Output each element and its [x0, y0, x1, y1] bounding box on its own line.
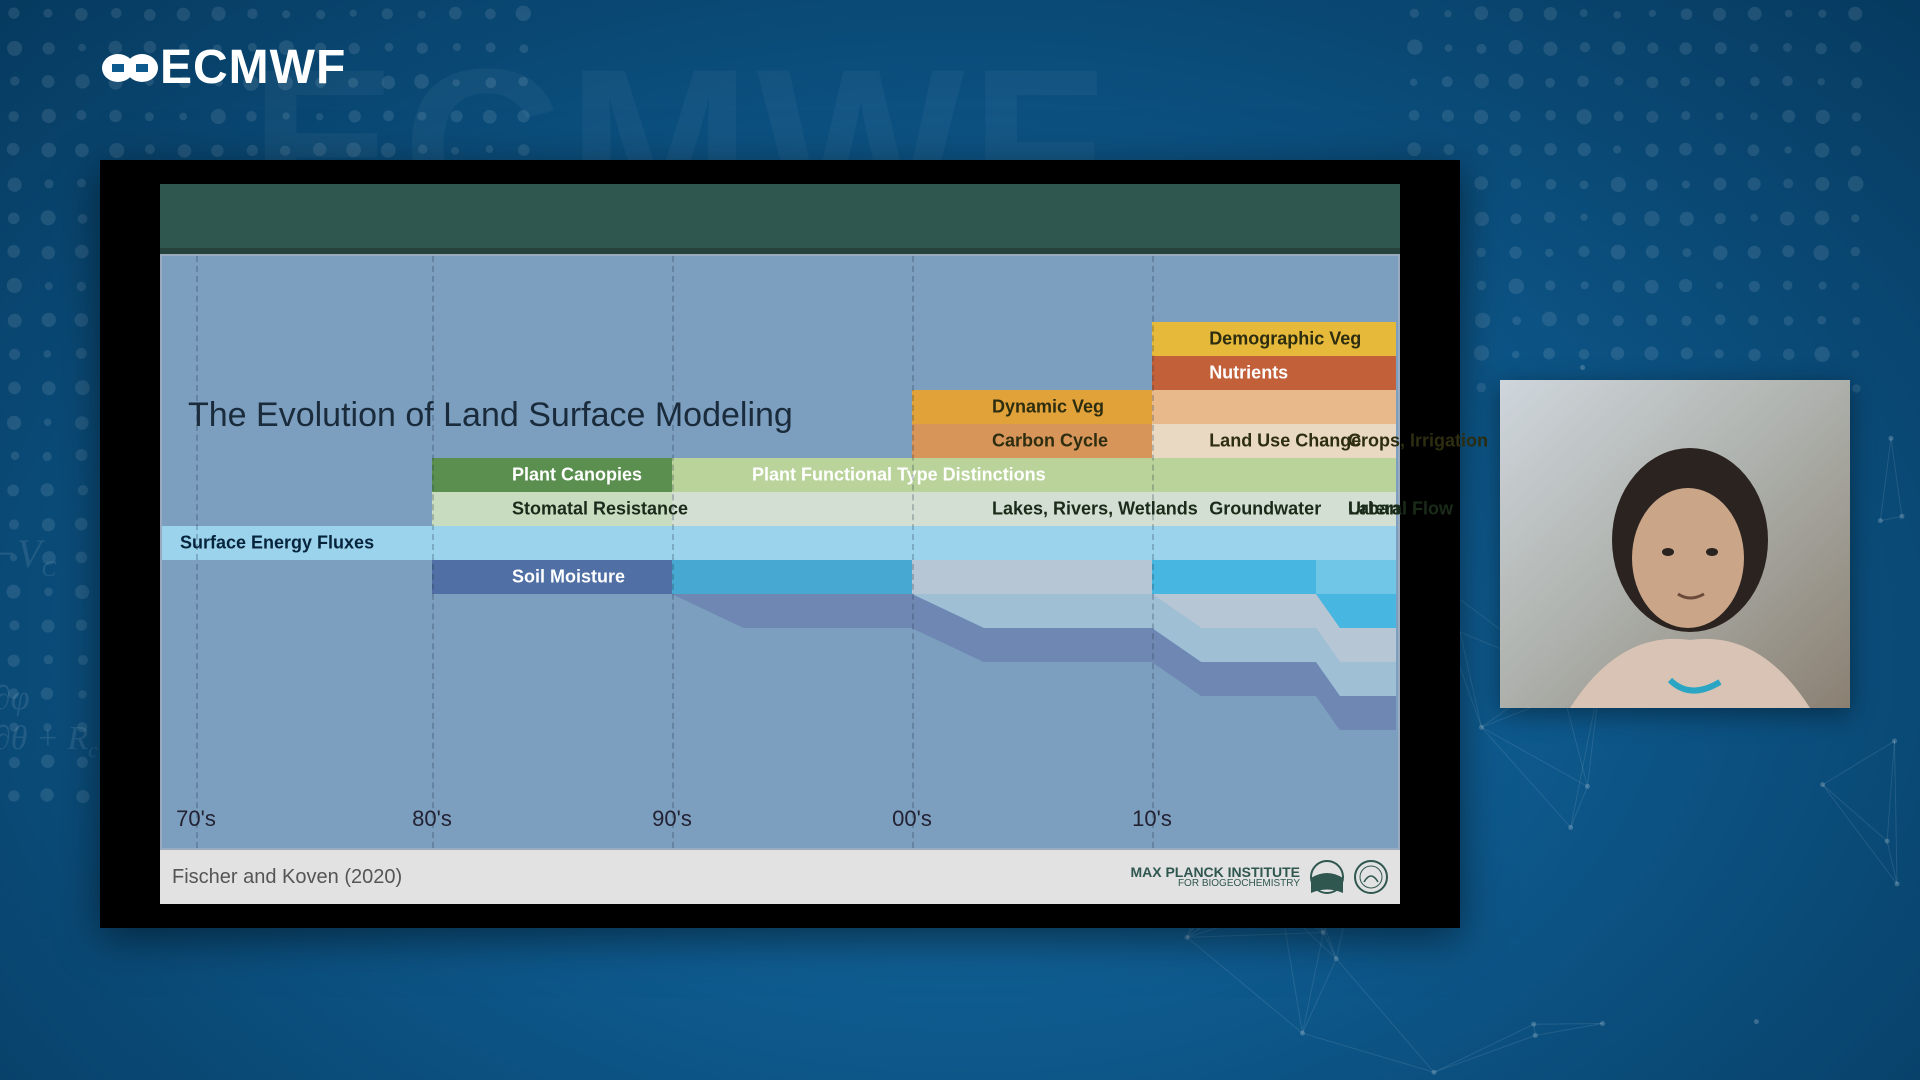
decade-label: 10's [1132, 806, 1172, 832]
slide-header-bar [160, 184, 1400, 254]
band-demo_veg [1152, 322, 1396, 356]
decade-divider [912, 256, 914, 848]
minerva-seal-icon [1354, 860, 1388, 894]
band-sef [162, 526, 1396, 560]
page-background: ECMWF −VC ∂φ ∂θ + Rc ECMWF The Evolution… [0, 0, 1920, 1080]
institute-line2: FOR BIOGEOCHEMISTRY [1130, 879, 1300, 889]
decade-label: 70's [176, 806, 216, 832]
band-b_low3 [1316, 560, 1396, 594]
decade-label: 80's [412, 806, 452, 832]
ecmwf-logo-text: ECMWF [160, 40, 346, 95]
institute-line1: MAX PLANCK INSTITUTE [1130, 865, 1300, 879]
decade-divider [1152, 256, 1154, 848]
speaker-video [1500, 380, 1850, 708]
decade-label: 00's [892, 806, 932, 832]
decade-divider [432, 256, 434, 848]
ecmwf-logo: ECMWF [100, 40, 346, 95]
decade-divider [672, 256, 674, 848]
citation-text: Fischer and Koven (2020) [172, 866, 402, 889]
decade-label: 90's [652, 806, 692, 832]
institute-globe-icon [1310, 860, 1344, 894]
slide-container: The Evolution of Land Surface Modeling S… [100, 160, 1460, 928]
formula-deco-2: ∂φ [0, 680, 30, 718]
slide-footer: Fischer and Koven (2020) MAX PLANCK INST… [160, 850, 1400, 904]
formula-deco-3: ∂θ + Rc [0, 720, 97, 763]
institute-block: MAX PLANCK INSTITUTE FOR BIOGEOCHEMISTRY [1130, 860, 1388, 894]
evolution-chart: The Evolution of Land Surface Modeling S… [160, 254, 1400, 850]
speaker-silhouette-icon [1500, 380, 1850, 708]
band-nutrients [1152, 356, 1396, 390]
formula-deco-1: −VC [0, 530, 56, 582]
ecmwf-logo-icon [100, 44, 160, 92]
slide-inner: The Evolution of Land Surface Modeling S… [160, 184, 1400, 904]
chart-svg [162, 256, 1396, 825]
decade-divider [196, 256, 198, 848]
